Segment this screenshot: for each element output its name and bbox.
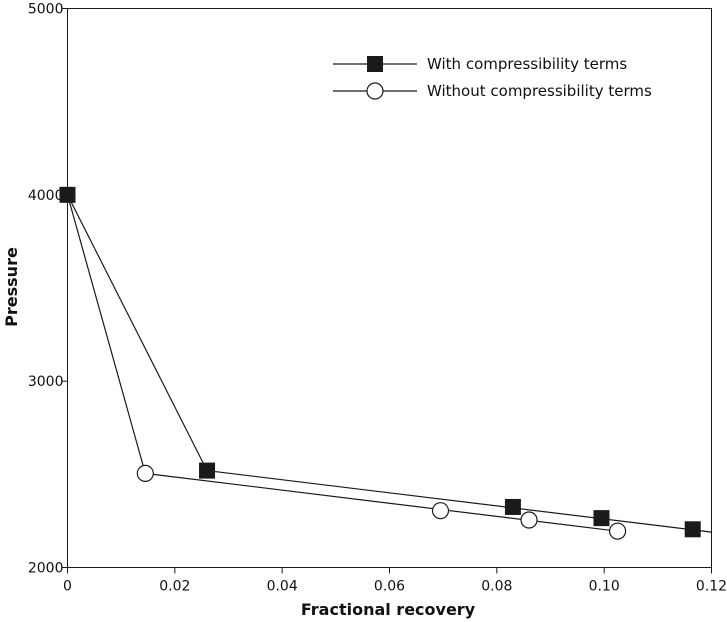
legend-label: With compressibility terms: [427, 55, 627, 73]
x-tick-label: 0: [63, 579, 72, 595]
x-tick-label: 0.10: [589, 579, 620, 595]
data-point: [684, 521, 701, 538]
y-tick-label: 5000: [28, 2, 64, 18]
y-tick-label: 4000: [28, 188, 64, 204]
x-tick-label: 0.04: [267, 579, 298, 595]
series-layer: [59, 186, 712, 540]
data-point: [136, 464, 154, 483]
data-point: [520, 511, 538, 529]
legend-label: Without compressibility terms: [427, 82, 652, 100]
legend-marker: [366, 82, 384, 100]
x-tick-label: 0.12: [696, 579, 727, 595]
y-tick-label: 2000: [28, 561, 64, 577]
y-axis-title: Pressure: [2, 247, 21, 327]
legend-marker: [367, 56, 383, 72]
x-tick-label: 0.02: [159, 579, 190, 595]
data-point: [431, 502, 450, 520]
y-axis-ticks: 2000 3000 4000 5000: [28, 2, 68, 577]
data-point: [593, 510, 610, 527]
series-1: [59, 186, 712, 538]
legend: With compressibility terms Without compre…: [333, 55, 652, 100]
x-axis-ticks: 0 0.02 0.04 0.06 0.08 0.10 0.12: [63, 567, 727, 595]
y-tick-label: 3000: [28, 374, 64, 390]
x-tick-label: 0.06: [374, 579, 405, 595]
legend-item: Without compressibility terms: [333, 82, 652, 100]
data-point: [504, 498, 521, 515]
data-point: [199, 462, 216, 479]
x-tick-label: 0.08: [481, 579, 512, 595]
series-line: [66, 194, 618, 532]
series-2: [66, 194, 627, 540]
legend-item: With compressibility terms: [333, 55, 627, 73]
x-axis-title: Fractional recovery: [301, 600, 476, 619]
series-line: [66, 194, 712, 533]
data-point: [608, 522, 627, 540]
